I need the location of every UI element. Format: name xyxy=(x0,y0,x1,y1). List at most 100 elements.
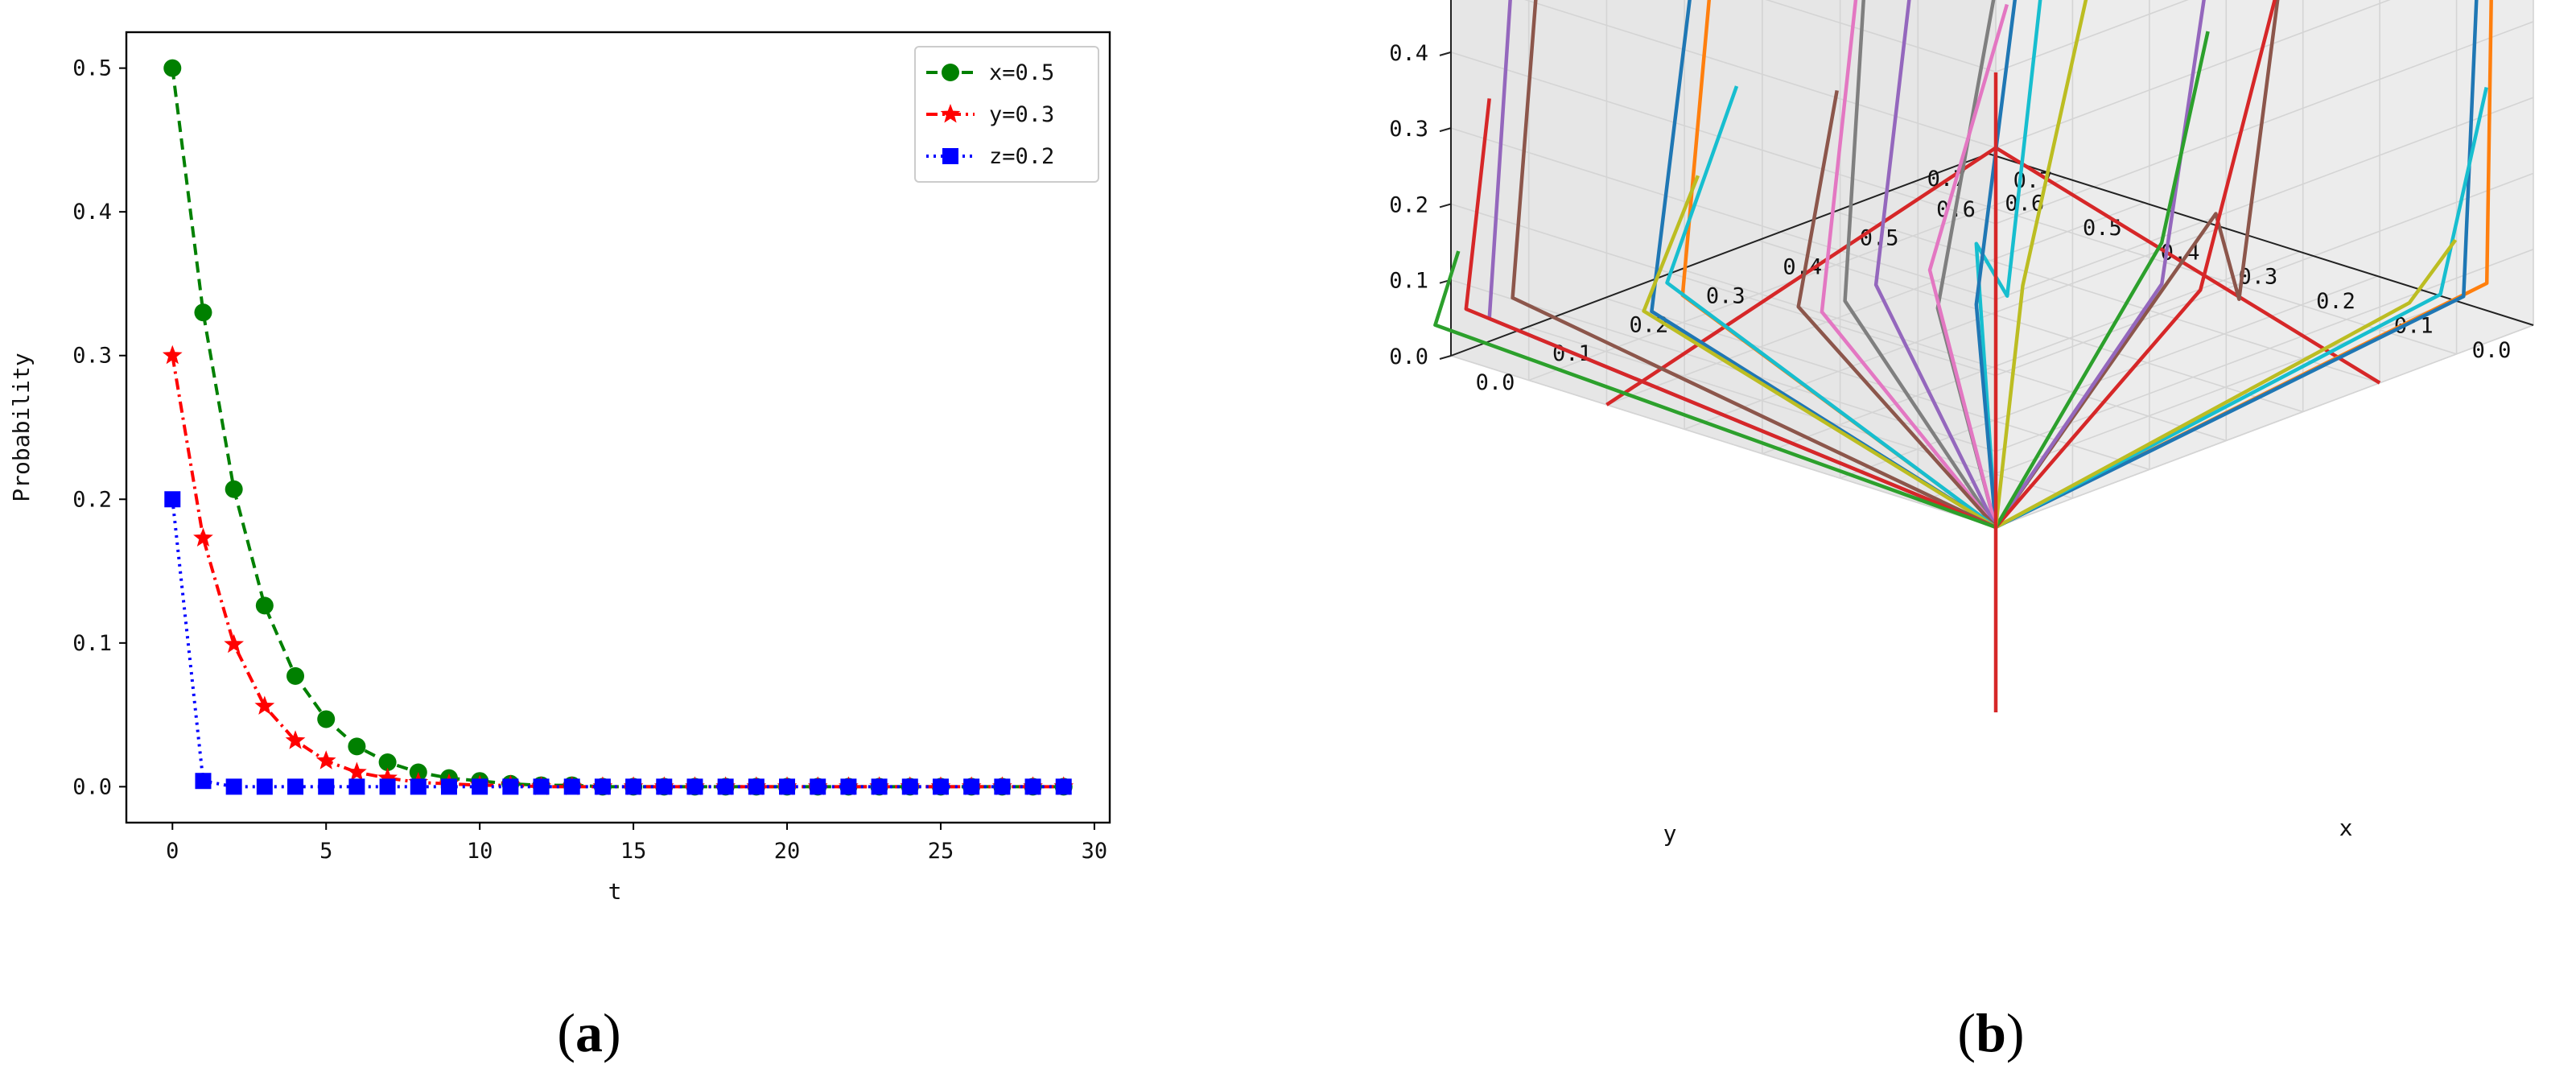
trajectory-line xyxy=(1994,0,2206,529)
data-point xyxy=(378,753,397,772)
trajectory-line xyxy=(1994,238,2458,529)
panel-b-close: ) xyxy=(2006,1002,2025,1063)
legend: x=0.5 y=0.3 z=0.2 xyxy=(914,46,1099,183)
panel-a-letter: a xyxy=(575,1002,603,1063)
grid-line xyxy=(1995,324,2534,528)
data-point xyxy=(347,761,367,782)
data-point xyxy=(255,596,274,615)
data-point xyxy=(594,778,611,795)
y-tick-label-3d: 0.3 xyxy=(2238,265,2277,290)
x-tick-label-3d: 0.0 xyxy=(1476,370,1515,395)
data-point xyxy=(940,104,961,123)
grid-line xyxy=(1523,0,1997,149)
x-tick-label: 25 xyxy=(928,839,954,864)
legend-label: z=0.2 xyxy=(989,144,1054,169)
data-point xyxy=(379,778,396,795)
data-point xyxy=(533,778,550,795)
data-point xyxy=(563,778,580,795)
data-point xyxy=(656,778,673,795)
grid-line xyxy=(1995,172,2534,377)
grid-line xyxy=(1684,226,2223,431)
y-tick-label: 0.1 xyxy=(72,631,112,656)
data-point xyxy=(163,59,182,77)
trajectory-line xyxy=(1927,3,2009,528)
y-tick-label-3d: 0.0 xyxy=(2472,338,2512,363)
data-point xyxy=(932,778,949,795)
data-point xyxy=(625,778,642,795)
grid-line xyxy=(1450,127,1997,300)
data-point xyxy=(440,778,457,795)
z-tick-label: 0.4 xyxy=(1389,41,1428,66)
data-point xyxy=(942,148,958,164)
panel-b-letter: b xyxy=(1976,1002,2006,1063)
legend-box xyxy=(914,46,1099,183)
trajectory-line xyxy=(1994,0,2277,529)
panel-a-open: ( xyxy=(557,1002,575,1063)
z-tick-label: 0.0 xyxy=(1389,345,1428,369)
data-point xyxy=(318,778,335,795)
data-point xyxy=(286,666,305,685)
data-point xyxy=(193,527,213,547)
y-tick-label: 0.2 xyxy=(72,487,112,512)
data-point xyxy=(195,773,212,790)
trajectory-line xyxy=(1873,0,1998,528)
trajectory-line xyxy=(1511,0,1997,530)
grid-line xyxy=(1450,355,1997,528)
grid-line xyxy=(1606,202,2145,406)
trajectory-line xyxy=(1605,146,1997,406)
trajectory-line xyxy=(1993,0,2088,528)
x-tick-label: 10 xyxy=(467,839,493,864)
data-point xyxy=(377,767,398,787)
data-point xyxy=(285,730,306,749)
data-point xyxy=(994,778,1011,795)
y-tick-label: 0.3 xyxy=(72,344,112,369)
data-point xyxy=(1055,778,1072,795)
z-tick-label: 0.2 xyxy=(1389,192,1428,217)
data-point xyxy=(871,778,888,795)
data-point xyxy=(348,737,366,756)
3d-panes xyxy=(1451,0,2533,527)
grid-line xyxy=(1450,52,1997,225)
data-point xyxy=(315,750,336,769)
axis-edge xyxy=(1988,153,2534,326)
y-tick-label: 0.0 xyxy=(72,774,112,799)
grid-line xyxy=(1995,97,2534,300)
x-tick-label: 15 xyxy=(620,839,647,864)
series-group xyxy=(162,59,1074,796)
data-point xyxy=(963,778,980,795)
data-point xyxy=(779,778,796,795)
trajectory-line xyxy=(1642,175,1997,529)
trajectory-line xyxy=(1974,0,2042,528)
data-point xyxy=(162,345,183,365)
z-tick-mark xyxy=(1439,127,1452,133)
grid-line xyxy=(1834,210,2380,384)
y-axis-label: Probability xyxy=(8,353,35,501)
trajectory-line xyxy=(1994,0,2280,529)
data-point xyxy=(254,695,275,715)
grid-line xyxy=(1604,297,2150,471)
data-point xyxy=(317,710,336,728)
y-tick-label: 0.5 xyxy=(72,56,112,81)
trajectory-line xyxy=(1994,146,2381,385)
grid-line xyxy=(1758,239,2303,413)
z-tick-mark xyxy=(1439,51,1452,56)
x-tick-label: 5 xyxy=(319,839,332,864)
data-point xyxy=(686,778,703,795)
grid-line xyxy=(1681,268,2227,442)
trajectory-line xyxy=(1665,85,1997,529)
x-tick-label: 30 xyxy=(1082,839,1108,864)
z-tick-label: 0.3 xyxy=(1389,117,1428,142)
legend-label: x=0.5 xyxy=(989,60,1054,85)
axis-ticks: 0 5 10 15 20 25 30 0.0 0.1 0.2 0.3 0.4 0.5 xyxy=(72,56,1107,864)
trajectory-line xyxy=(1994,31,2210,529)
right-wall-pane xyxy=(1996,0,2533,527)
legend-label: y=0.3 xyxy=(989,102,1054,127)
data-point xyxy=(840,778,857,795)
trajectory-line xyxy=(1974,0,2018,528)
grid-line xyxy=(1995,21,2534,225)
data-point xyxy=(748,778,765,795)
z-tick-mark xyxy=(1439,355,1452,360)
data-point xyxy=(810,778,826,795)
trajectory-line xyxy=(1433,250,1997,530)
